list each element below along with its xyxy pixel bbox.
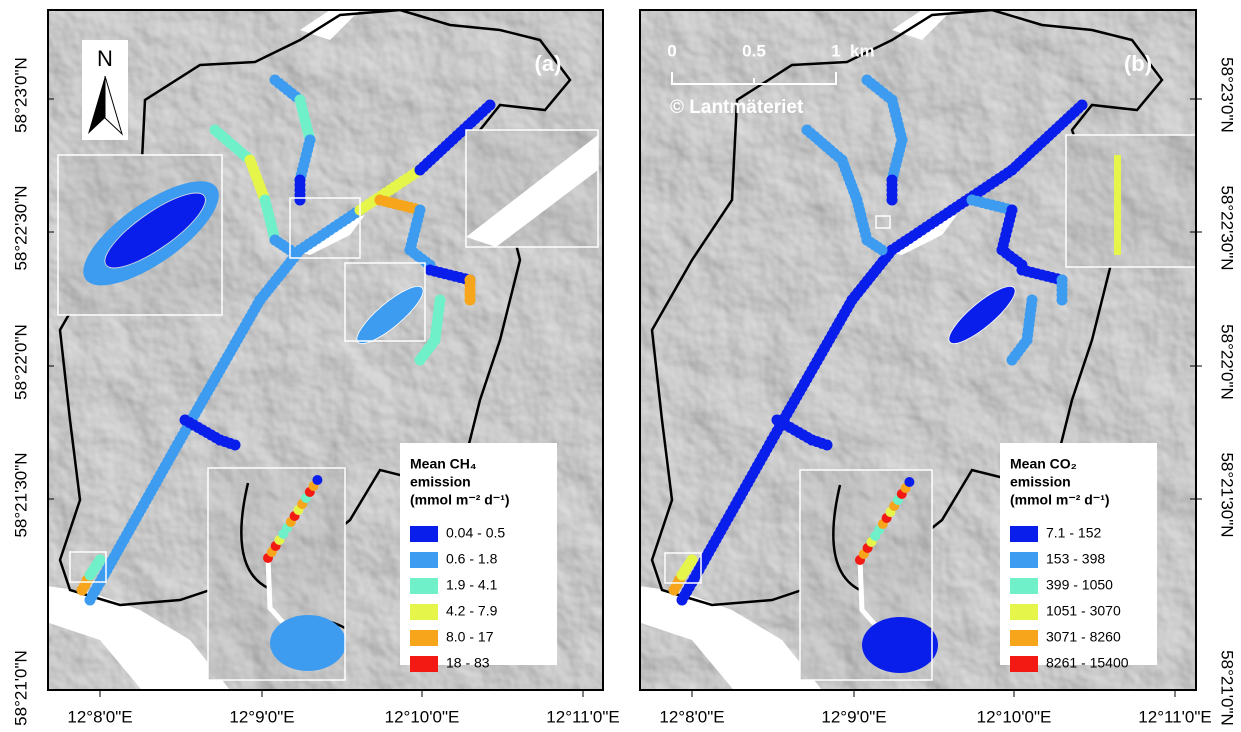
legend-swatch [410, 656, 438, 672]
legend-swatch [410, 552, 438, 568]
scale-tick-label: 1 [831, 41, 840, 60]
stream-point [1077, 100, 1088, 111]
legend-swatch [410, 578, 438, 594]
longitude-label: 12°9'0"E [229, 707, 294, 726]
latitude-label: 58°23'0"N [11, 57, 30, 133]
latitude-label: 58°21'30"N [1218, 452, 1237, 537]
inset-outlet-pool [862, 617, 938, 673]
stream-point [415, 355, 426, 366]
latitude-label: 58°21'30"N [11, 452, 30, 537]
inset-stream-point [904, 477, 914, 487]
stream-point [485, 100, 496, 111]
inset-outlet-pool [270, 615, 346, 671]
panel-label: (b) [1124, 51, 1152, 76]
legend-label: 3071 - 8260 [1046, 629, 1121, 645]
map-figure: Mean CH₄ emission (mmol m⁻² d⁻¹) 0.04 - 0.5… [0, 0, 1241, 732]
north-arrow-label: N [97, 46, 113, 71]
stream-point [230, 440, 241, 451]
inset-stream-point [312, 475, 322, 485]
longitude-label: 12°9'0"E [821, 707, 886, 726]
longitude-label: 12°10'0"E [977, 707, 1052, 726]
legend-label: 18 - 83 [446, 655, 490, 671]
stream-point [877, 245, 888, 256]
legend-swatch [1010, 526, 1038, 542]
legend-label: 1051 - 3070 [1046, 603, 1121, 619]
legend-label: 0.04 - 0.5 [446, 525, 505, 541]
stream-point [1007, 355, 1018, 366]
latitude-label: 58°22'30"N [1218, 185, 1237, 270]
legend-label: 0.6 - 1.8 [446, 551, 498, 567]
longitude-label: 12°11'0"E [546, 707, 619, 726]
legend-swatch [1010, 604, 1038, 620]
legend-title: (mmol m⁻² d⁻¹) [1010, 492, 1110, 508]
stream-point [295, 195, 306, 206]
latitude-label: 58°22'0"N [1218, 324, 1237, 400]
latitude-label: 58°21'0"N [11, 650, 30, 726]
legend-swatch [1010, 630, 1038, 646]
scale-tick-label: 0.5 [742, 41, 766, 60]
legend-title: emission [1010, 474, 1071, 490]
legend-label: 399 - 1050 [1046, 577, 1113, 593]
legend-label: 8.0 - 17 [446, 629, 494, 645]
stream-point [1057, 295, 1068, 306]
stream-point [95, 555, 106, 566]
legend-title: emission [410, 474, 471, 490]
legend-swatch [1010, 578, 1038, 594]
legend-swatch [410, 604, 438, 620]
inset-stream [1114, 155, 1121, 255]
longitude-label: 12°8'0"E [659, 707, 724, 726]
legend-swatch [1010, 552, 1038, 568]
stream-point [687, 555, 698, 566]
legend-label: 4.2 - 7.9 [446, 603, 498, 619]
legend-swatch [410, 526, 438, 542]
panel-label: (a) [535, 51, 562, 76]
longitude-label: 12°10'0"E [385, 707, 460, 726]
scale-unit: km [850, 41, 875, 60]
longitude-label: 12°8'0"E [67, 707, 132, 726]
latitude-label: 58°22'30"N [11, 185, 30, 270]
legend-label: 8261 - 15400 [1046, 655, 1129, 671]
inset-texture [1066, 135, 1196, 267]
stream-point [465, 295, 476, 306]
latitude-label: 58°22'0"N [11, 324, 30, 400]
legend-title: Mean CO₂ [1010, 456, 1077, 472]
stream-point [887, 195, 898, 206]
legend-label: 153 - 398 [1046, 551, 1105, 567]
legend-label: 7.1 - 152 [1046, 525, 1101, 541]
copyright: © Lantmäteriet [670, 97, 804, 118]
stream-point [822, 440, 833, 451]
legend-label: 1.9 - 4.1 [446, 577, 498, 593]
legend-title: Mean CH₄ [410, 456, 477, 472]
legend-title: (mmol m⁻² d⁻¹) [410, 492, 510, 508]
scale-tick-label: 0 [667, 41, 676, 60]
legend-swatch [410, 630, 438, 646]
legend-swatch [1010, 656, 1038, 672]
longitude-label: 12°11'0"E [1138, 707, 1211, 726]
latitude-label: 58°21'0"N [1218, 650, 1237, 726]
latitude-label: 58°23'0"N [1218, 57, 1237, 133]
